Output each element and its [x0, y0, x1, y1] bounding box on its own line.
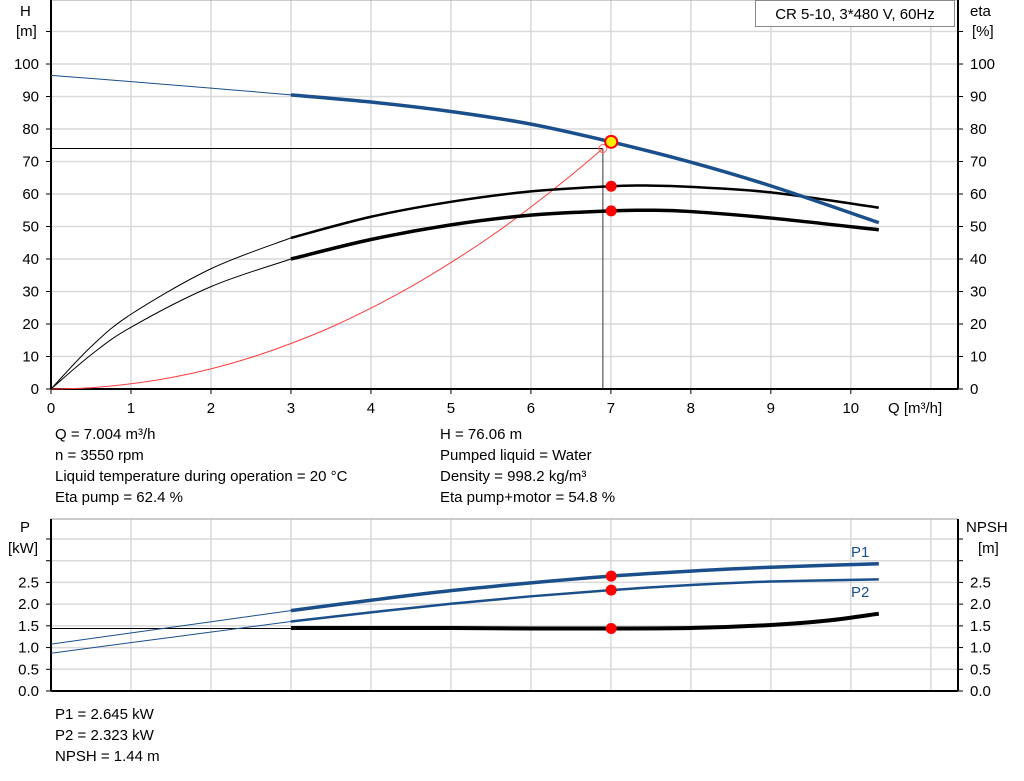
- y-tick-label-right: 70: [970, 154, 987, 171]
- q-axis-label: Q [m³/h]: [888, 400, 942, 417]
- y-tick-label-right: 0: [970, 381, 978, 398]
- y-tick-label-left: 10: [22, 349, 39, 366]
- y-tick-label-right: 60: [970, 186, 987, 203]
- y-tick-label-left: 2.0: [18, 596, 39, 613]
- y-tick-label-left: 90: [22, 89, 39, 106]
- p-axis-label: P: [20, 519, 30, 536]
- y-tick-label-left: 1.5: [18, 618, 39, 635]
- p-axis-unit: [kW]: [8, 540, 38, 557]
- operating-point: [604, 134, 619, 149]
- y-tick-label-right: 0.0: [970, 683, 991, 700]
- speed-value: n = 3550 rpm: [55, 447, 144, 464]
- y-tick-label-right: 2.5: [970, 574, 991, 591]
- p1-curve-extrapolated: [50, 610, 292, 645]
- x-tick-label: 6: [527, 400, 535, 417]
- y-tick-label-right: 0.5: [970, 661, 991, 678]
- density-value: Density = 998.2 kg/m³: [440, 468, 587, 485]
- y-tick-label-right: 80: [970, 121, 987, 138]
- eta-axis-label: eta: [970, 3, 992, 20]
- p2-point: [605, 584, 617, 596]
- y-tick-label-left: 50: [22, 219, 39, 236]
- eta-axis-unit: [%]: [972, 23, 994, 40]
- y-tick-label-left: 80: [22, 121, 39, 138]
- y-tick-label-right: 100: [970, 56, 995, 73]
- eta-total-point: [605, 205, 617, 217]
- y-tick-label-right: 10: [970, 349, 987, 366]
- x-tick-label: 10: [842, 400, 859, 417]
- npsh-point: [605, 622, 617, 634]
- y-tick-label-left: 20: [22, 316, 39, 333]
- p1-value: P1 = 2.645 kW: [55, 706, 154, 723]
- y-tick-label-left: 0.5: [18, 661, 39, 678]
- y-tick-label-right: 50: [970, 219, 987, 236]
- p1-series-label: P1: [851, 544, 869, 561]
- y-tick-label-right: 2.0: [970, 596, 991, 613]
- x-tick-label: 8: [687, 400, 695, 417]
- y-tick-label-right: 90: [970, 89, 987, 106]
- eta-pump-curve-extrapolated: [50, 237, 292, 390]
- y-tick-label-left: 30: [22, 284, 39, 301]
- y-tick-label-left: 40: [22, 251, 39, 268]
- x-tick-label: 5: [447, 400, 455, 417]
- p2-value: P2 = 2.323 kW: [55, 727, 154, 744]
- eta-pump-point: [605, 180, 617, 192]
- head-curve-extrapolated: [50, 74, 291, 96]
- head-curve: [290, 93, 880, 225]
- head-value: H = 76.06 m: [440, 426, 523, 443]
- x-tick-label: 4: [367, 400, 375, 417]
- h-axis-unit: [m]: [16, 23, 37, 40]
- p2-series-label: P2: [851, 584, 869, 601]
- p1-curve: [290, 561, 879, 613]
- x-tick-label: 7: [607, 400, 615, 417]
- h-axis-label: H: [20, 3, 31, 20]
- y-tick-label-left: 100: [14, 56, 39, 73]
- eta-total-value: Eta pump+motor = 54.8 %: [440, 489, 616, 506]
- npsh-axis-unit: [m]: [978, 540, 999, 557]
- y-tick-label-left: 1.0: [18, 640, 39, 657]
- y-tick-label-left: 0: [31, 381, 39, 398]
- pumped-liquid: Pumped liquid = Water: [440, 447, 592, 464]
- eta-pump-value: Eta pump = 62.4 %: [55, 489, 183, 506]
- p1-point: [605, 570, 617, 582]
- y-tick-label-left: 2.5: [18, 574, 39, 591]
- y-tick-label-right: 40: [970, 251, 987, 268]
- power-npsh-chart: 0.0 0.0 0.5 0.5 1.0 1.0 1.5 1.5 2.0 2.0 2.5 2.5: [18, 518, 991, 700]
- legend-box: CR 5-10, 3*480 V, 60Hz: [755, 0, 955, 27]
- x-tick-label: 2: [207, 400, 215, 417]
- x-tick-label: 1: [127, 400, 135, 417]
- y-tick-label-right: 30: [970, 284, 987, 301]
- p2-curve: [290, 578, 879, 623]
- info-left: Q = 7.004 m³/h n = 3550 rpm Liquid tempe…: [55, 424, 347, 508]
- p2-curve-extrapolated: [50, 621, 292, 654]
- eta-total-curve-extrapolated: [50, 258, 292, 390]
- y-tick-label-right: 1.0: [970, 640, 991, 657]
- info-bottom: P1 = 2.645 kW P2 = 2.323 kW NPSH = 1.44 …: [55, 704, 160, 767]
- x-tick-label: 3: [287, 400, 295, 417]
- y-tick-label-left: 60: [22, 186, 39, 203]
- y-tick-label-left: 70: [22, 154, 39, 171]
- flow-value: Q = 7.004 m³/h: [55, 426, 156, 443]
- eta-total-curve: [290, 208, 880, 261]
- npsh-axis-label: NPSH: [966, 519, 1008, 536]
- x-tick-label: 0: [47, 400, 55, 417]
- x-tick-label: 9: [767, 400, 775, 417]
- y-tick-label-right: 1.5: [970, 618, 991, 635]
- system-curve: [50, 148, 604, 390]
- info-right: H = 76.06 m Pumped liquid = Water Densit…: [440, 424, 615, 508]
- liquid-temperature: Liquid temperature during operation = 20…: [55, 468, 348, 485]
- duty-point-marker: [598, 144, 608, 154]
- y-tick-label-left: 0.0: [18, 683, 39, 700]
- npsh-value: NPSH = 1.44 m: [55, 748, 160, 765]
- y-tick-label-right: 20: [970, 316, 987, 333]
